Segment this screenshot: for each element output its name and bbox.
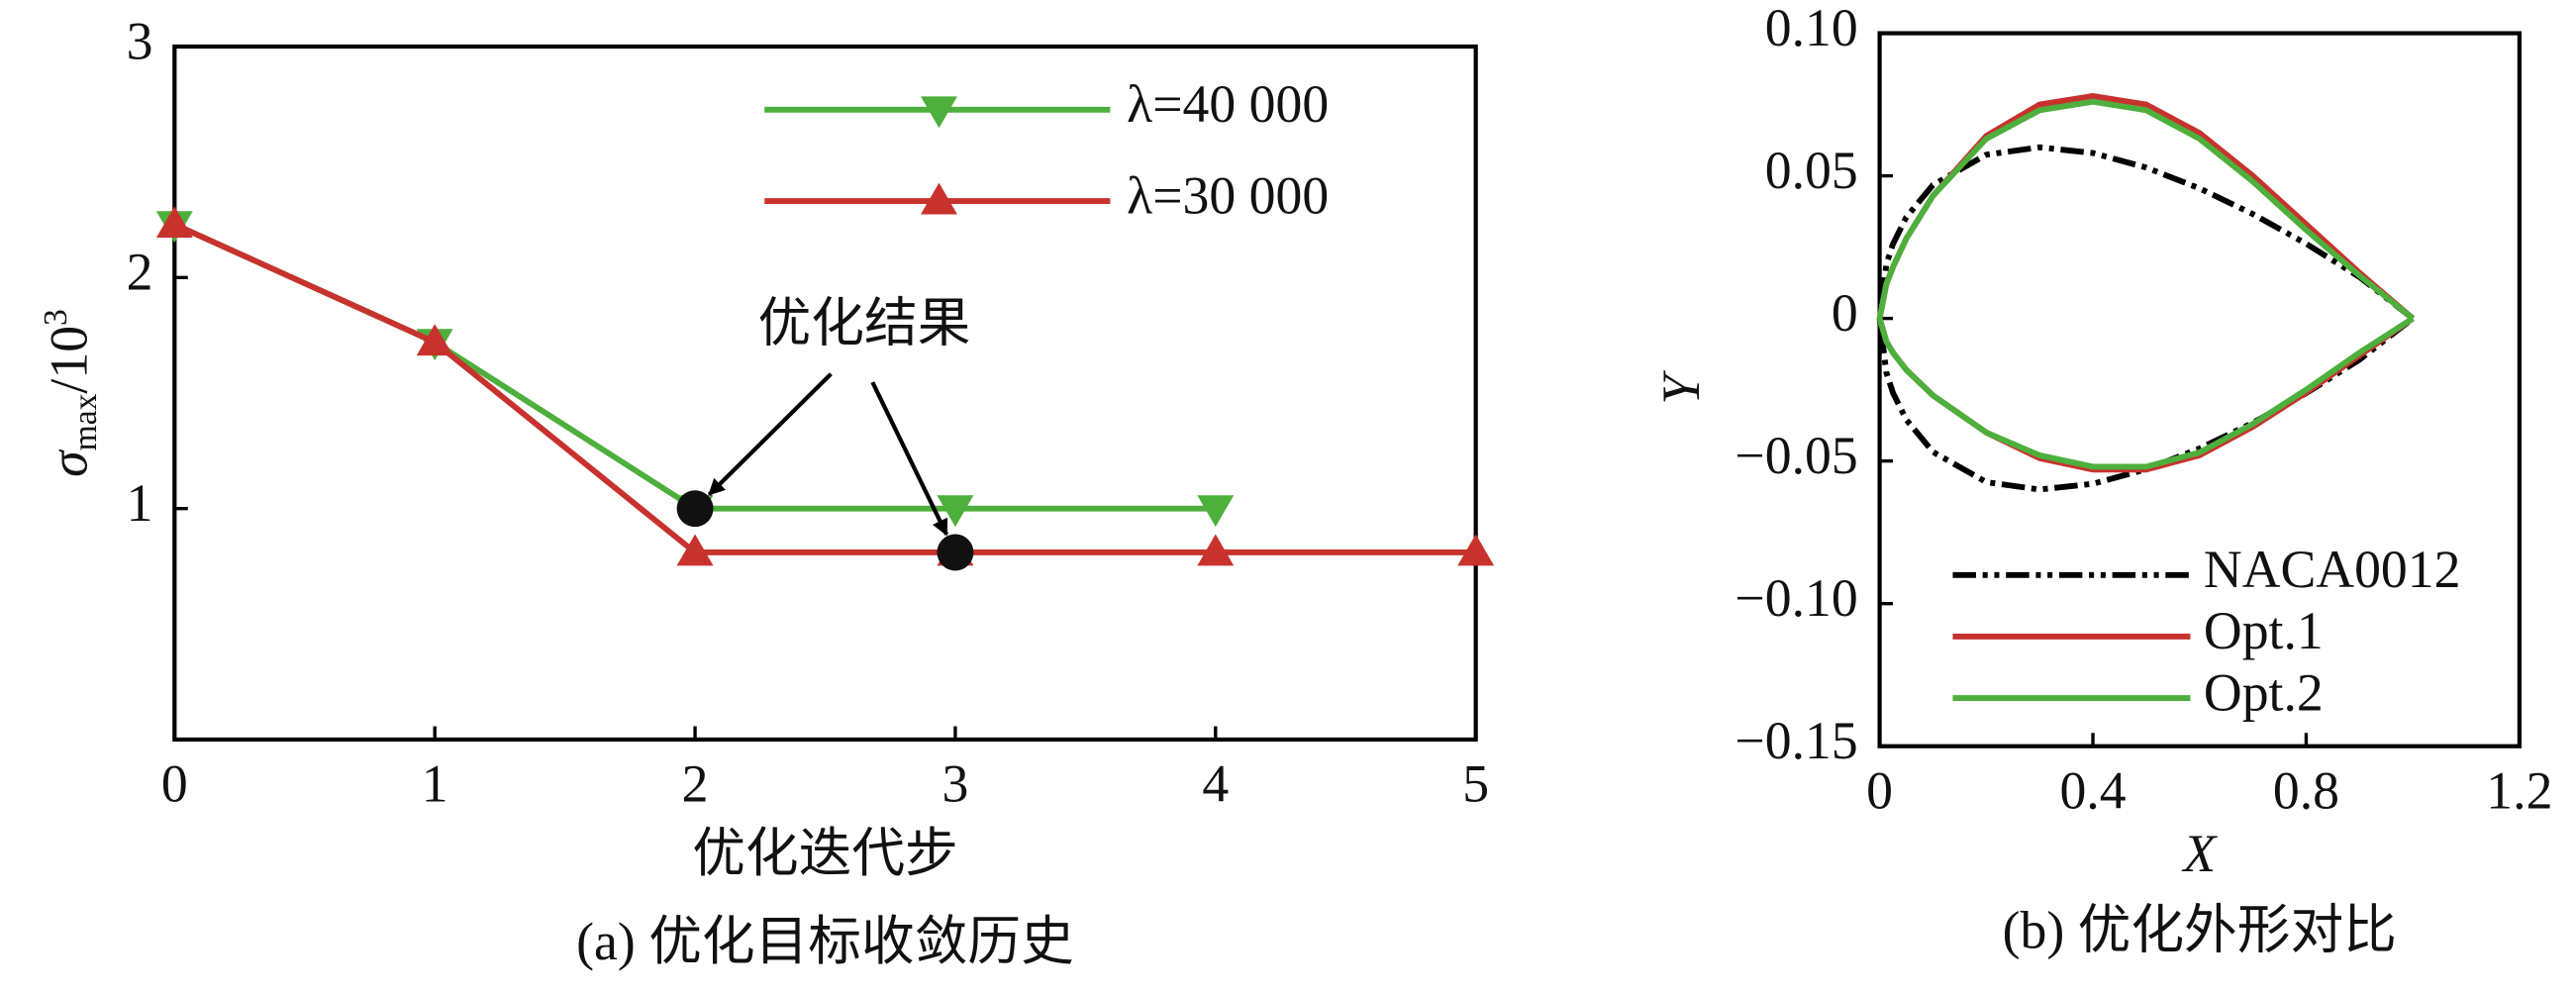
- y-axis-label: Y: [1651, 370, 1711, 405]
- x-tick-label: 0.8: [2273, 760, 2339, 820]
- marker: [1457, 534, 1495, 566]
- annotation-arrow: [870, 381, 949, 537]
- marker: [155, 206, 193, 239]
- marker: [416, 324, 453, 356]
- legend-marker: [921, 182, 957, 215]
- x-tick-label: 5: [1462, 754, 1489, 814]
- x-tick-label: 0: [1866, 760, 1893, 820]
- legend-label: Opt.2: [2204, 662, 2324, 722]
- y-tick-label: 3: [127, 11, 153, 70]
- series-line: [173, 221, 1216, 512]
- series-line: [1876, 98, 2415, 470]
- x-axis-label: 优化迭代步: [692, 824, 958, 883]
- y-tick-label: 0.10: [1765, 0, 1858, 57]
- y-tick-label: 1: [127, 473, 153, 533]
- plot-frame: [172, 44, 1478, 743]
- plot-frame: [1877, 31, 2522, 748]
- y-axis-label: σmax/103: [38, 309, 104, 477]
- x-tick-label: 0.4: [2059, 760, 2126, 820]
- series-line: [1876, 144, 2415, 493]
- marker: [937, 495, 974, 528]
- legend-marker: [921, 96, 957, 129]
- y-label-text: /10: [40, 326, 99, 394]
- y-label-superscript: 3: [38, 309, 74, 326]
- y-tick-label: −0.10: [1734, 568, 1857, 628]
- x-tick-label: 1.2: [2486, 760, 2552, 820]
- annotation-point: [937, 534, 974, 571]
- legend-label: Opt.1: [2204, 601, 2324, 660]
- marker: [676, 534, 714, 566]
- y-label-subscript: max: [67, 393, 104, 450]
- marker: [1197, 534, 1235, 566]
- x-tick-label: 2: [682, 754, 709, 814]
- y-tick-label: 0: [1832, 283, 1858, 343]
- legend-label: λ=30 000: [1127, 165, 1329, 225]
- y-tick-label: 0.05: [1765, 141, 1858, 200]
- y-tick-label: 2: [127, 243, 153, 302]
- caption: (b) 优化外形对比: [2003, 900, 2397, 959]
- caption: (a) 优化目标收敛历史: [576, 912, 1074, 971]
- y-label-symbol: σ: [40, 448, 99, 477]
- legend-label: NACA0012: [2204, 540, 2461, 599]
- x-tick-label: 3: [942, 754, 969, 814]
- series-line: [173, 221, 1476, 555]
- annotation-point: [676, 490, 714, 528]
- x-tick-label: 1: [422, 754, 448, 814]
- x-tick-label: 0: [161, 754, 188, 814]
- legend-label: λ=40 000: [1127, 74, 1329, 134]
- annotation-arrow: [707, 372, 833, 496]
- annotation-text: 优化结果: [758, 294, 971, 353]
- y-tick-label: −0.15: [1734, 711, 1857, 770]
- marker: [1197, 495, 1235, 528]
- y-tick-label: −0.05: [1734, 426, 1857, 485]
- x-tick-label: 4: [1202, 754, 1229, 814]
- x-axis-label: X: [2181, 824, 2218, 883]
